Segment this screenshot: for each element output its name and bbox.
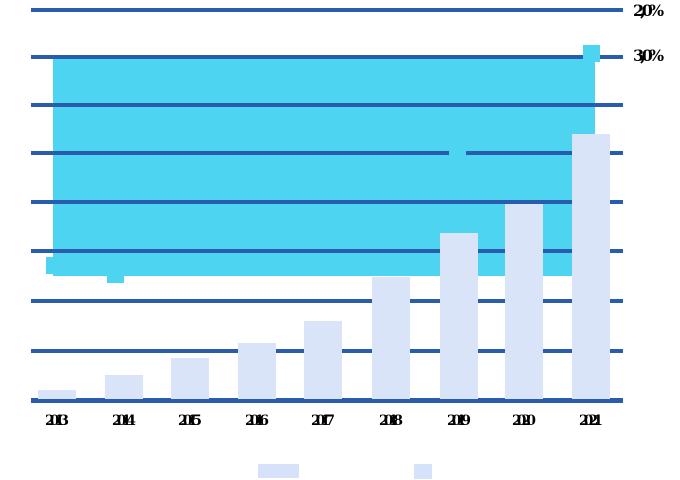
x-axis-label: 2013 — [45, 413, 69, 429]
cyan-square-marker — [107, 266, 124, 283]
gridline — [31, 103, 623, 107]
x-axis-label: 2014 — [112, 413, 136, 429]
gridline — [31, 249, 623, 253]
bar — [505, 204, 543, 399]
gridline — [31, 151, 623, 155]
gridline — [31, 8, 623, 12]
bar — [440, 233, 478, 399]
legend-swatch — [258, 464, 299, 478]
gridline — [31, 299, 623, 303]
cyan-square-marker — [583, 45, 600, 62]
bar — [572, 134, 610, 399]
x-axis-label: 2016 — [245, 413, 269, 429]
gridline — [31, 55, 623, 59]
bar — [171, 358, 209, 399]
x-axis-label: 2020 — [512, 413, 536, 429]
x-axis-label: 2018 — [379, 413, 403, 429]
bar — [304, 321, 342, 399]
bar — [372, 277, 410, 399]
x-axis-label: 2021 — [579, 413, 603, 429]
bar — [238, 343, 276, 399]
gridline — [31, 200, 623, 204]
cyan-square-marker — [449, 144, 466, 161]
right-axis-label: 2,0% — [633, 1, 664, 20]
right-axis-label: 3,0% — [633, 46, 664, 65]
x-axis-label: 2019 — [447, 413, 471, 429]
x-axis-line — [31, 398, 623, 403]
legend-swatch — [414, 464, 432, 479]
x-axis-label: 2017 — [311, 413, 335, 429]
bar — [38, 390, 76, 399]
cyan-area — [53, 57, 595, 276]
bar — [105, 375, 143, 399]
x-axis-label: 2015 — [178, 413, 202, 429]
cyan-square-marker — [46, 257, 63, 274]
